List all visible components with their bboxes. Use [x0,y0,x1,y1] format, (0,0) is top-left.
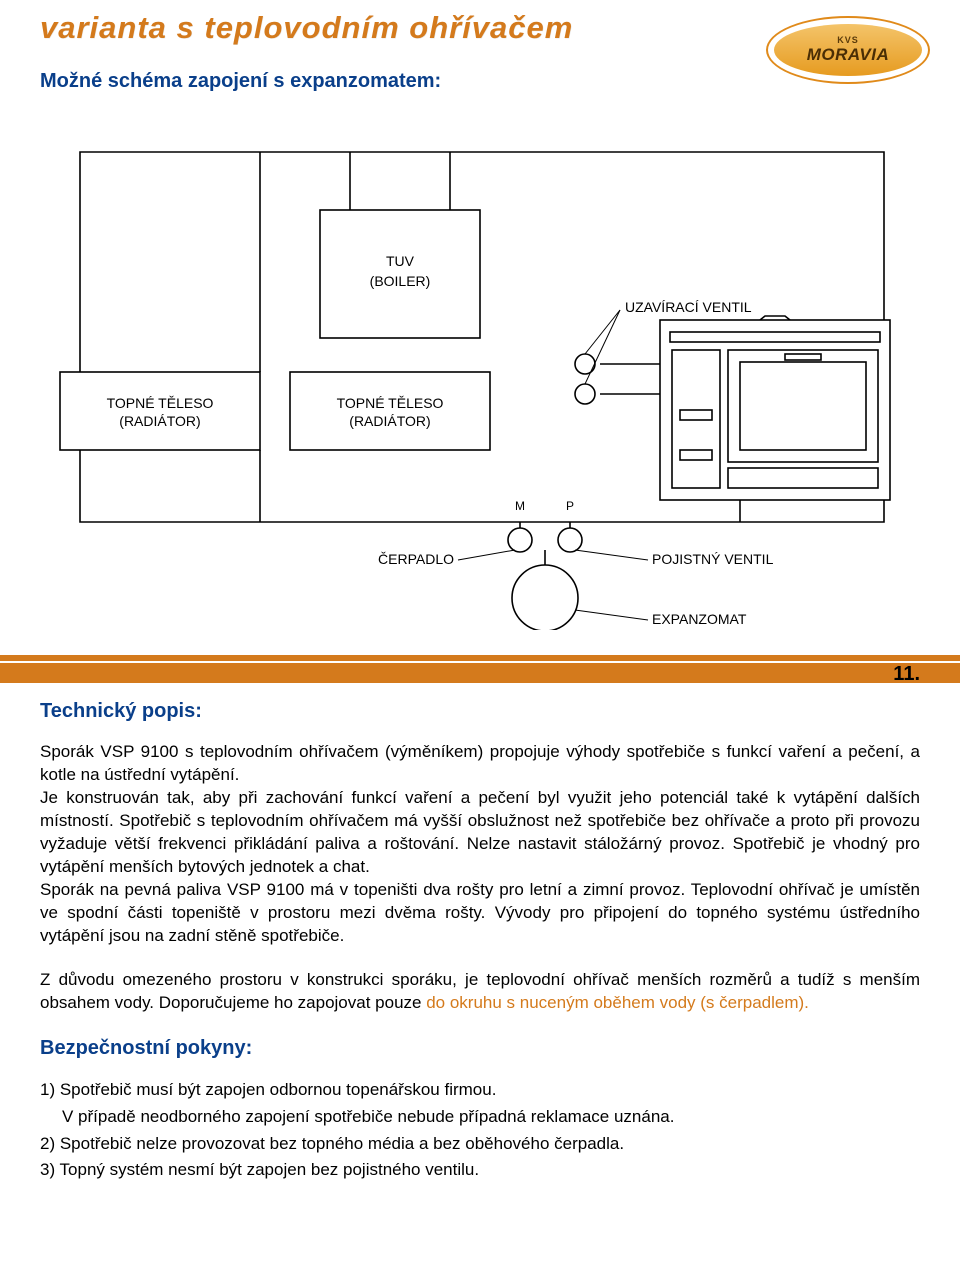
logo-kvs-text: KVS [837,35,859,45]
expansion-label: EXPANZOMAT [652,611,747,627]
m-label: M [515,499,525,513]
radiator2-label-1: TOPNÉ TĚLESO [337,395,444,411]
safety-item-2: 2) Spotřebič nelze provozovat bez topnéh… [40,1132,920,1157]
page-subtitle: Možné schéma zapojení s expanzomatem: [40,70,441,93]
technical-desc-para2: Z důvodu omezeného prostoru v konstrukci… [40,969,920,1015]
safety-valve-label: POJISTNÝ VENTIL [652,551,774,567]
safety-item-1a: 1) Spotřebič musí být zapojen odbornou t… [40,1078,920,1103]
safety-item-3: 3) Topný systém nesmí být zapojen bez po… [40,1158,920,1183]
safety-item-1b: V případě neodborného zapojení spotřebič… [40,1105,920,1130]
radiator2-label-2: (RADIÁTOR) [349,413,430,429]
safety-list: 1) Spotřebič musí být zapojen odbornou t… [40,1078,920,1183]
technical-desc-para1: Sporák VSP 9100 s teplovodním ohřívačem … [40,741,920,947]
boiler-label-2: (BOILER) [370,273,431,289]
divider-stripe: 11. [0,655,960,683]
brand-logo: KVS MORAVIA [766,16,930,84]
connection-diagram: TUV (BOILER) TOPNÉ TĚLESO (RADIÁTOR) TOP… [40,110,920,630]
radiator1-label-1: TOPNÉ TĚLESO [107,395,214,411]
safety-heading: Bezpečnostní pokyny: [40,1037,920,1060]
p-label: P [566,499,574,513]
technical-desc-heading: Technický popis: [40,700,920,723]
boiler-label-1: TUV [386,253,415,269]
pump-label: ČERPADLO [378,551,454,567]
page-number: 11. [893,663,920,686]
radiator1-label-2: (RADIÁTOR) [119,413,200,429]
shut-valve-label: UZAVÍRACÍ VENTIL [625,299,752,315]
logo-main-text: MORAVIA [807,45,890,65]
